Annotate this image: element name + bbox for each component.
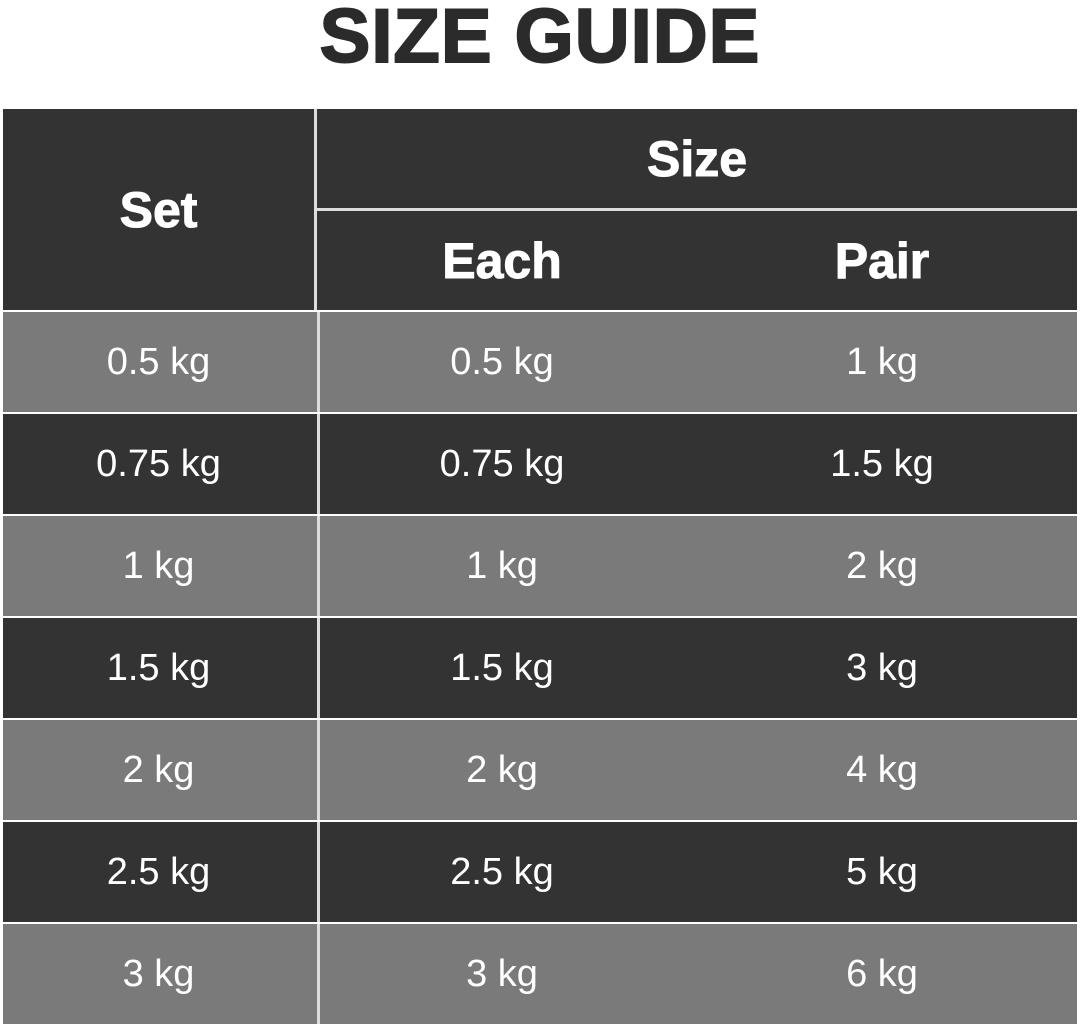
column-divider (317, 924, 320, 1024)
cell-set: 0.75 kg (96, 442, 221, 485)
cell-set: 3 kg (122, 952, 195, 995)
table-row: 2.5 kg 2.5 kg 5 kg (3, 822, 1077, 922)
cell-each: 2 kg (466, 748, 538, 791)
column-divider (317, 414, 320, 514)
cell-pair: 5 kg (846, 850, 918, 893)
cell-pair: 1.5 kg (830, 442, 934, 485)
cell-each: 1 kg (466, 544, 538, 587)
table-row: 0.75 kg 0.75 kg 1.5 kg (3, 414, 1077, 514)
column-divider (317, 312, 320, 412)
cell-set: 2 kg (122, 748, 195, 791)
cell-pair: 4 kg (846, 748, 918, 791)
header-vline (314, 109, 317, 310)
cell-each: 1.5 kg (450, 646, 554, 689)
column-divider (317, 516, 320, 616)
header-each: Each (317, 211, 687, 310)
page-title: SIZE GUIDE (319, 0, 761, 79)
cell-each: 0.75 kg (439, 442, 565, 485)
table-row: 1 kg 1 kg 2 kg (3, 516, 1077, 616)
cell-each: 2.5 kg (450, 850, 554, 893)
cell-set: 2.5 kg (106, 850, 211, 893)
header-set: Set (3, 109, 314, 310)
cell-pair: 3 kg (846, 646, 918, 689)
column-divider (317, 720, 320, 820)
table-row: 2 kg 2 kg 4 kg (3, 720, 1077, 820)
cell-pair: 1 kg (846, 340, 918, 383)
cell-pair: 2 kg (846, 544, 918, 587)
cell-each: 3 kg (466, 952, 538, 995)
cell-set: 0.5 kg (106, 340, 211, 383)
cell-set: 1 kg (122, 544, 195, 587)
table-row: 3 kg 3 kg 6 kg (3, 924, 1077, 1024)
header-pair: Pair (687, 211, 1077, 310)
column-divider (317, 822, 320, 922)
header-divider (317, 208, 1077, 211)
table-row: 1.5 kg 1.5 kg 3 kg (3, 618, 1077, 718)
cell-each: 0.5 kg (450, 340, 554, 383)
table-row: 0.5 kg 0.5 kg 1 kg (3, 312, 1077, 412)
cell-set: 1.5 kg (106, 646, 211, 689)
column-divider (317, 618, 320, 718)
header-size: Size (317, 109, 1077, 208)
cell-pair: 6 kg (846, 952, 918, 995)
